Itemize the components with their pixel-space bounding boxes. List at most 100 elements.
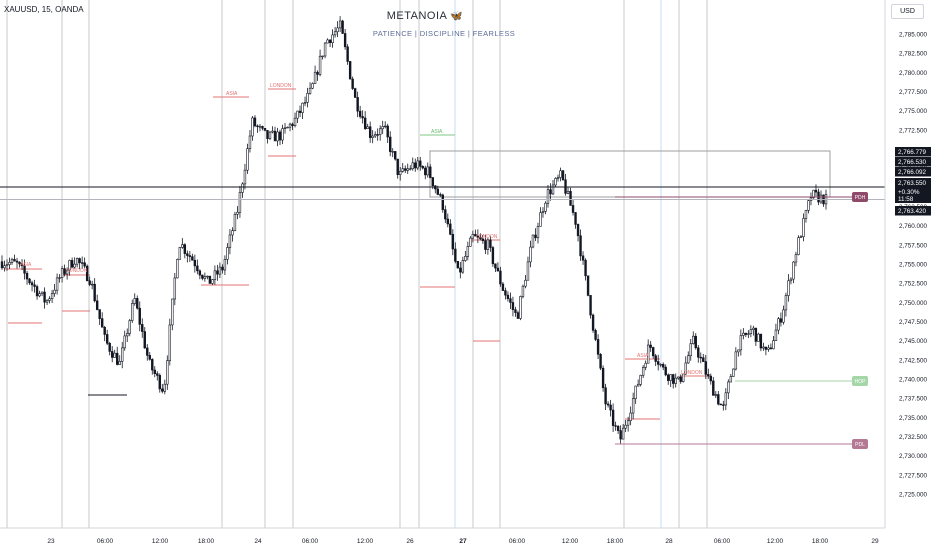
candle-body bbox=[406, 168, 409, 171]
candle-body bbox=[474, 233, 477, 237]
candle-body bbox=[108, 342, 111, 352]
symbol-title[interactable]: XAUUSD, 15, OANDA bbox=[4, 5, 84, 14]
session-label: ASIA bbox=[20, 262, 32, 268]
candle-body bbox=[464, 256, 467, 261]
price-tick-label: 2,780.000 bbox=[899, 70, 928, 77]
candle-body bbox=[429, 166, 432, 178]
last-price-text: 2,763.420 bbox=[898, 208, 927, 215]
candle-body bbox=[411, 162, 414, 169]
candle-body bbox=[794, 254, 798, 263]
candle-body bbox=[358, 110, 362, 117]
candle-body bbox=[424, 167, 427, 176]
currency-button[interactable]: USD bbox=[891, 4, 924, 19]
candle-body bbox=[70, 260, 74, 268]
price-tick-label: 2,760.000 bbox=[899, 223, 928, 230]
candle-body bbox=[0, 261, 4, 269]
price-tick-label: 2,772.500 bbox=[899, 127, 928, 134]
candle-body bbox=[158, 375, 161, 390]
candle-body bbox=[15, 260, 19, 263]
time-tick-label: 18:00 bbox=[198, 538, 215, 545]
candle-body bbox=[571, 205, 575, 213]
time-tick-label: 12:00 bbox=[357, 538, 374, 545]
candle-body bbox=[779, 318, 783, 323]
candle-body bbox=[734, 351, 738, 370]
candle-body bbox=[584, 259, 587, 277]
candle-body bbox=[68, 260, 71, 271]
candle-body bbox=[636, 384, 640, 387]
candle-body bbox=[161, 388, 164, 392]
candle-body bbox=[105, 334, 109, 344]
candle-body bbox=[176, 259, 179, 279]
price-change-text: +0.30% bbox=[898, 189, 920, 196]
candle-body bbox=[186, 253, 189, 256]
candle-body bbox=[549, 189, 552, 195]
price-badge-text: 2,766.092 bbox=[898, 169, 927, 176]
candle-body bbox=[774, 329, 778, 341]
candle-body bbox=[216, 270, 219, 275]
candle-body bbox=[707, 374, 710, 377]
candle-body bbox=[626, 420, 630, 426]
candle-body bbox=[667, 374, 670, 381]
candle-body bbox=[148, 355, 151, 360]
candle-body bbox=[351, 78, 354, 89]
candle-body bbox=[389, 136, 392, 152]
candle-body bbox=[328, 39, 332, 43]
candle-body bbox=[784, 295, 788, 311]
candle-body bbox=[378, 128, 382, 135]
candle-body bbox=[444, 209, 447, 220]
price-tick-label: 2,730.000 bbox=[899, 453, 928, 460]
brand-motto: PATIENCE | DISCIPLINE | FEARLESS bbox=[372, 29, 516, 38]
candle-body bbox=[659, 364, 662, 366]
candle-body bbox=[38, 293, 41, 297]
price-tick-label: 2,777.500 bbox=[899, 89, 928, 96]
price-tick-label: 2,737.500 bbox=[899, 396, 928, 403]
moth-icon: 🦋 bbox=[450, 11, 464, 22]
time-tick-label: 06:00 bbox=[302, 538, 319, 545]
candle-body bbox=[451, 233, 455, 250]
level-tag bbox=[852, 376, 868, 386]
candle-body bbox=[436, 188, 439, 195]
candle-body bbox=[586, 275, 590, 296]
candle-body bbox=[366, 126, 369, 129]
candle-body bbox=[494, 263, 497, 269]
time-tick-label: 12:00 bbox=[562, 538, 579, 545]
time-tick-label: 18:00 bbox=[607, 538, 624, 545]
candle-body bbox=[45, 300, 49, 303]
candle-body bbox=[361, 116, 364, 119]
candle-body bbox=[634, 385, 637, 399]
candle-body bbox=[481, 238, 485, 242]
candle-body bbox=[662, 364, 665, 368]
candle-body bbox=[399, 170, 402, 175]
candle-body bbox=[181, 244, 184, 248]
candle-body bbox=[313, 71, 317, 84]
level-tag-text: HOP bbox=[855, 379, 867, 385]
candle-body bbox=[356, 97, 359, 112]
price-axis[interactable]: 2,785.000 2,782.500 2,780.000 2,777.500 2,77… bbox=[884, 0, 932, 550]
candle-body bbox=[206, 275, 209, 278]
candle-body bbox=[459, 267, 462, 273]
candle-body bbox=[514, 309, 517, 313]
time-axis[interactable]: 23 06:00 12:00 18:00 24 06:00 12:00 26 27 06:00 12… bbox=[0, 527, 885, 545]
candle-body bbox=[376, 134, 379, 136]
candle-body bbox=[486, 239, 490, 250]
candle-body bbox=[138, 307, 141, 325]
session-label: LONDON bbox=[681, 370, 703, 376]
candle-body bbox=[747, 333, 750, 335]
candle-body bbox=[732, 368, 735, 377]
candle-body bbox=[534, 234, 537, 239]
candle-body bbox=[143, 331, 146, 349]
candle-body bbox=[251, 117, 254, 137]
candle-body bbox=[719, 403, 723, 406]
price-badge bbox=[895, 157, 931, 167]
candle-body bbox=[30, 282, 34, 286]
candle-body bbox=[25, 272, 29, 280]
candle-body bbox=[121, 347, 124, 362]
session-label: LONDON bbox=[476, 234, 498, 240]
candle-body bbox=[103, 326, 106, 335]
price-axis-bg bbox=[885, 0, 932, 550]
candle-body bbox=[218, 266, 222, 275]
session-label: ASIA bbox=[637, 353, 649, 359]
candle-body bbox=[343, 33, 347, 48]
candle-body bbox=[168, 324, 172, 362]
